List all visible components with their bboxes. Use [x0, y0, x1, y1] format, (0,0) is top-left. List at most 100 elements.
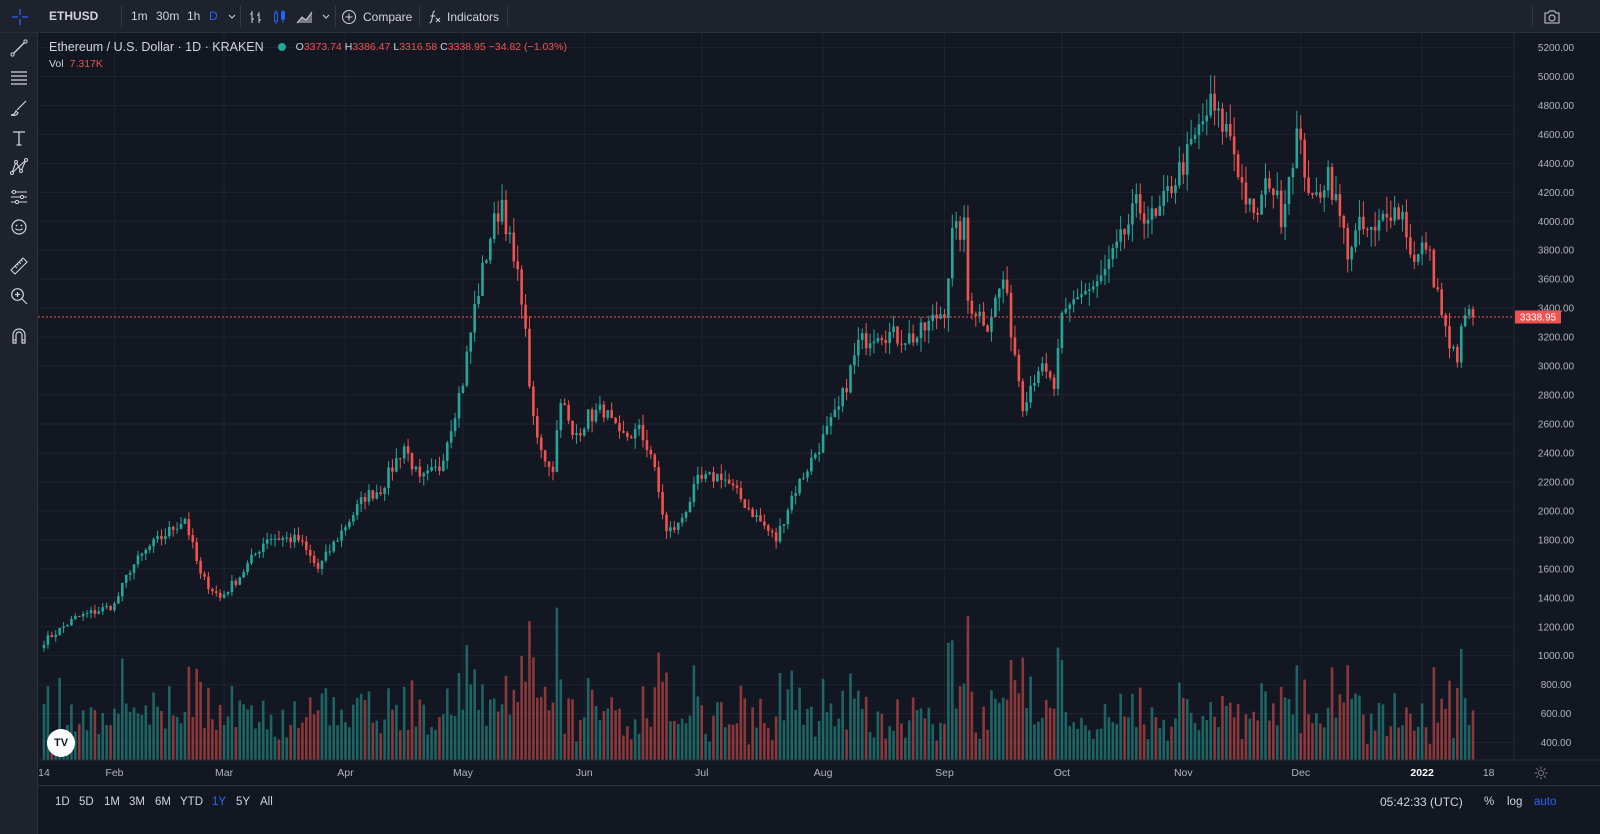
volume-bar [445, 688, 449, 760]
candle-body [171, 526, 175, 530]
indicators-button[interactable]: Indicators [427, 0, 507, 33]
volume-bar [492, 698, 496, 760]
candle-body [868, 343, 872, 349]
candle-body [203, 573, 206, 577]
volume-bar [328, 725, 332, 760]
volume-bar [1322, 727, 1326, 760]
volume-bar [1095, 729, 1099, 760]
timeframe-d[interactable]: D [209, 9, 218, 23]
candle-body [1268, 178, 1271, 189]
candle-body [195, 542, 198, 561]
candle-body [1052, 377, 1056, 389]
range-5y[interactable]: 5Y [236, 796, 251, 808]
measure-tool[interactable] [4, 253, 34, 279]
symbol-search-button[interactable]: ETHUSD [49, 9, 99, 23]
candle-body [144, 549, 148, 554]
range-3m[interactable]: 3M [129, 796, 145, 808]
series-title[interactable]: Ethereum / U.S. Dollar · 1D · KRAKEN [49, 40, 264, 54]
candle-body [1064, 308, 1068, 313]
bar-style-button[interactable] [246, 0, 266, 33]
candle-body [246, 563, 249, 573]
snapshot-button[interactable] [1540, 0, 1564, 33]
volume-bar [121, 658, 124, 760]
candle-body [1381, 213, 1385, 221]
volume-bar [837, 718, 841, 760]
range-all[interactable]: All [260, 796, 273, 808]
price-scale-background[interactable] [1514, 33, 1600, 785]
candle-body [954, 221, 958, 228]
candle-body [665, 514, 668, 532]
volume-bar [1048, 707, 1052, 760]
volume-bar [273, 736, 277, 760]
chart-style-dropdown[interactable] [320, 0, 332, 33]
candle-body [273, 538, 277, 540]
candle-body [340, 530, 343, 541]
timeframe-30m[interactable]: 30m [156, 9, 180, 23]
text-tool[interactable] [4, 125, 34, 151]
volume-bar [962, 683, 966, 760]
range-1m[interactable]: 1M [104, 796, 120, 808]
candle-body [986, 325, 989, 332]
volume-bar [387, 688, 390, 760]
candle-body [966, 217, 970, 301]
candle-body [492, 213, 496, 239]
volume-bar [782, 720, 786, 760]
volume-bar [919, 708, 923, 760]
fib-retracement-tool[interactable] [4, 65, 34, 91]
candle-body [982, 311, 985, 326]
high-value: 3386.47 [352, 41, 391, 53]
timeframe-1h[interactable]: 1h [187, 9, 201, 23]
candle-body [164, 536, 167, 539]
range-6m[interactable]: 6M [155, 796, 171, 808]
volume-bar [1201, 715, 1205, 760]
pattern-tool[interactable] [4, 154, 34, 180]
zoom-in-tool[interactable] [4, 283, 34, 309]
candle-body [336, 540, 339, 542]
tradingview-logo[interactable]: TV [47, 729, 75, 757]
volume-bar [575, 741, 578, 760]
time-axis-settings[interactable] [1534, 766, 1548, 780]
candle-body [167, 526, 171, 537]
timeframe-1m[interactable]: 1m [131, 9, 148, 23]
volume-bar [1440, 698, 1443, 760]
brush-tool[interactable] [4, 95, 34, 121]
candle-body [766, 525, 770, 531]
auto-scale-toggle[interactable]: auto [1534, 796, 1557, 808]
range-1y[interactable]: 1Y [212, 796, 227, 808]
volume-bar [101, 713, 105, 760]
candle-body [1005, 279, 1009, 293]
volume-key[interactable]: Vol [49, 58, 64, 70]
candle-body [489, 238, 492, 261]
candle-body [994, 297, 997, 317]
candle-body [794, 493, 797, 496]
volume-bar [880, 713, 884, 760]
candle-body [211, 589, 214, 592]
candle-body [461, 385, 465, 393]
candle-body [434, 466, 437, 468]
price-chart[interactable]: 400.00 600.00 800.00 1000.00 1200.00 1400.00 1… [38, 33, 1600, 785]
candle-body [673, 527, 676, 530]
volume-bar [375, 720, 379, 760]
volume-bar [1225, 705, 1228, 760]
range-ytd[interactable]: YTD [180, 796, 203, 808]
candle-style-button[interactable] [270, 0, 290, 33]
range-5d[interactable]: 5D [79, 796, 94, 808]
prediction-tool[interactable] [4, 184, 34, 210]
magnet-mode-button[interactable] [4, 323, 34, 349]
crosshair-tool-button[interactable] [0, 0, 40, 33]
log-scale-toggle[interactable]: log [1507, 796, 1523, 808]
area-style-button[interactable] [294, 0, 316, 33]
utc-clock[interactable]: 05:42:33 (UTC) [1380, 795, 1463, 809]
volume-bar [117, 713, 120, 760]
timeframe-dropdown[interactable] [226, 0, 238, 33]
candle-body [93, 610, 97, 614]
candle-body [316, 562, 320, 569]
percent-scale-toggle[interactable]: % [1484, 796, 1495, 808]
volume-bar [324, 688, 328, 760]
range-1d[interactable]: 1D [55, 796, 70, 808]
volume-bar [1389, 726, 1393, 760]
emoji-tool[interactable] [4, 214, 34, 240]
trend-line-tool[interactable] [4, 35, 34, 61]
compare-button[interactable]: Compare [341, 0, 417, 33]
volume-bar [1099, 728, 1103, 760]
